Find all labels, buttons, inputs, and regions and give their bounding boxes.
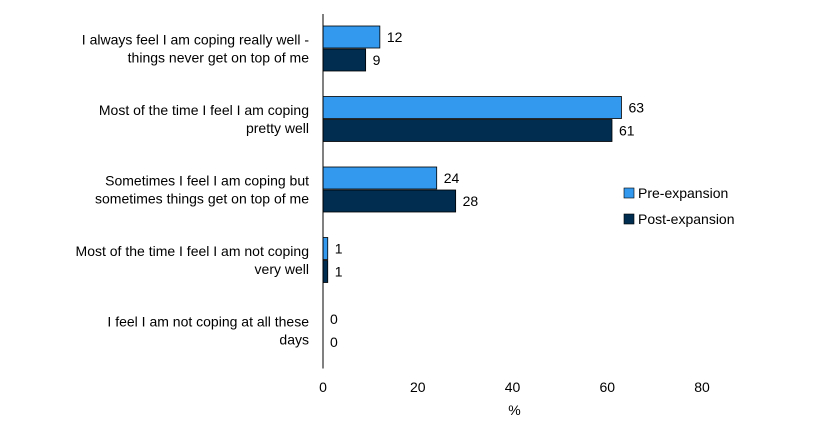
bar-post-4 <box>322 260 329 283</box>
bar-pre-4 <box>322 237 329 260</box>
legend-swatch-pre <box>623 187 635 199</box>
data-label-pre-3: 24 <box>444 170 460 186</box>
legend-label-pre: Pre-expansion <box>638 185 728 201</box>
legend-label-post: Post-expansion <box>638 211 735 227</box>
legend: Pre-expansion Post-expansion <box>623 185 735 227</box>
x-tick-80: 80 <box>694 379 710 395</box>
data-label-pre-4: 1 <box>335 241 343 257</box>
bar-post-3 <box>322 189 457 213</box>
x-tick-20: 20 <box>410 379 426 395</box>
legend-swatch-post <box>623 213 635 225</box>
category-label-5-line-2: days <box>279 332 309 348</box>
data-label-post-1: 9 <box>373 52 381 68</box>
data-label-post-2: 61 <box>619 123 635 139</box>
category-label-2-line-1: Most of the time I feel I am coping <box>99 102 309 118</box>
category-label-1-line-2: things never get on top of me <box>128 50 310 66</box>
category-label-2-line-2: pretty well <box>246 120 309 136</box>
category-label-5-line-1: I feel I am not coping at all these <box>107 314 309 330</box>
x-tick-0: 0 <box>319 379 327 395</box>
bar-pre-2 <box>322 96 622 119</box>
data-label-post-4: 1 <box>335 264 343 280</box>
category-label-1-line-1: I always feel I am coping really well - <box>82 32 310 48</box>
category-label-3-line-2: sometimes things get on top of me <box>95 191 309 207</box>
category-label-4-line-1: Most of the time I feel I am not coping <box>76 243 309 259</box>
x-tick-labels: 0 20 40 60 80 <box>319 379 710 395</box>
data-label-pre-5: 0 <box>330 311 338 327</box>
data-label-pre-2: 63 <box>628 100 644 116</box>
x-tick-60: 60 <box>599 379 615 395</box>
x-tick-40: 40 <box>505 379 521 395</box>
category-labels: I always feel I am coping really well - t… <box>76 32 310 348</box>
category-label-3-line-1: Sometimes I feel I am coping but <box>105 173 309 189</box>
bar-post-1 <box>322 48 367 72</box>
bar-post-2 <box>322 119 613 142</box>
bar-pre-3 <box>322 166 438 190</box>
bar-pre-1 <box>322 25 381 49</box>
data-label-post-5: 0 <box>330 334 338 350</box>
x-axis-label: % <box>508 402 520 418</box>
bars-group <box>322 25 622 283</box>
data-label-post-3: 28 <box>463 193 479 209</box>
data-label-pre-1: 12 <box>387 29 403 45</box>
category-label-4-line-2: very well <box>255 261 309 277</box>
